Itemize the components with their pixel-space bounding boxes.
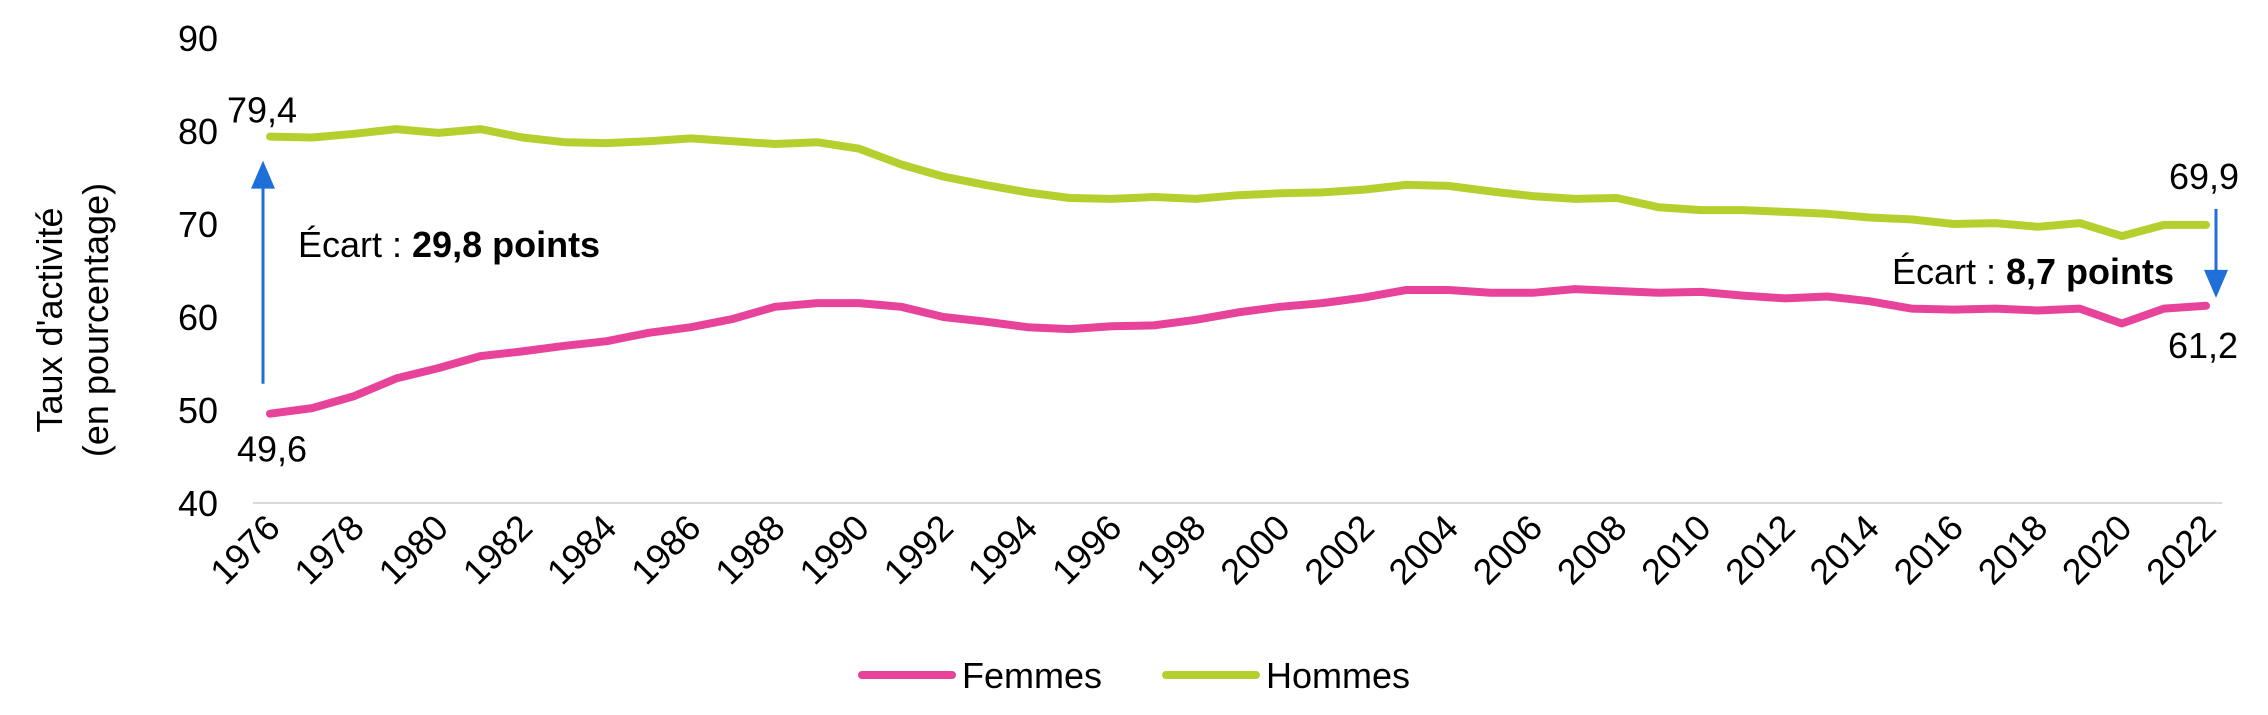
gap-annotation-end-prefix: Écart : [1892,251,2006,292]
x-tick-label: 2022 [2138,507,2224,593]
y-tick-label: 60 [178,297,218,338]
gap-annotation-start-value: 29,8 points [412,224,600,265]
y-axis-ticks: 40 50 60 70 80 90 [178,18,218,524]
data-label-end-women: 61,2 [2168,325,2238,366]
y-tick-label: 70 [178,204,218,245]
gap-arrow-start [251,160,275,384]
y-tick-label: 50 [178,390,218,431]
x-tick-label: 2004 [1380,507,1466,593]
gap-annotation-end: Écart : 8,7 points [1892,251,2174,292]
x-tick-label: 1984 [539,507,625,593]
x-tick-label: 1980 [370,507,456,593]
x-tick-label: 2008 [1549,507,1635,593]
x-tick-label: 2006 [1465,507,1551,593]
x-tick-label: 2012 [1717,507,1803,593]
x-tick-label: 2010 [1633,507,1719,593]
gap-annotation-start: Écart : 29,8 points [298,224,600,265]
y-tick-label: 90 [178,18,218,59]
x-tick-label: 2002 [1296,507,1382,593]
x-tick-label: 2016 [1886,507,1972,593]
x-tick-label: 2020 [2054,507,2140,593]
x-axis-ticks: 1976197819801982198419861988199019921994… [202,507,2224,593]
y-axis-label-line-1: Taux d'activité [29,208,70,433]
y-axis-label-line-2: (en pourcentage) [75,183,116,457]
data-label-start-men: 79,4 [227,90,297,131]
data-label-start-women: 49,6 [237,429,307,470]
legend-label-hommes: Hommes [1266,655,1410,696]
legend: Femmes Hommes [858,655,1410,696]
x-tick-label: 1982 [455,507,541,593]
x-tick-label: 2018 [1970,507,2056,593]
x-tick-label: 1986 [623,507,709,593]
gap-arrow-end [2204,208,2228,298]
gap-annotation-start-prefix: Écart : [298,224,412,265]
x-tick-label: 1996 [1044,507,1130,593]
y-tick-label: 80 [178,111,218,152]
series-line-femmes [266,285,2210,418]
gap-arrow-end-head [2204,269,2228,298]
x-tick-label: 1990 [791,507,877,593]
y-tick-label: 40 [178,483,218,524]
legend-label-femmes: Femmes [962,655,1102,696]
x-tick-label: 1988 [707,507,793,593]
data-label-end-men: 69,9 [2169,156,2239,197]
series-line-hommes [266,125,2210,241]
x-tick-label: 1994 [960,507,1046,593]
x-tick-label: 1978 [286,507,372,593]
x-tick-label: 1992 [875,507,961,593]
gap-annotation-end-value: 8,7 points [2006,251,2174,292]
y-axis-label: Taux d'activité (en pourcentage) [29,183,116,457]
gap-arrow-start-head [251,160,275,189]
x-tick-label: 2000 [1212,507,1298,593]
x-tick-label: 2014 [1801,507,1887,593]
x-tick-label: 1998 [1128,507,1214,593]
series-lines [266,125,2210,418]
